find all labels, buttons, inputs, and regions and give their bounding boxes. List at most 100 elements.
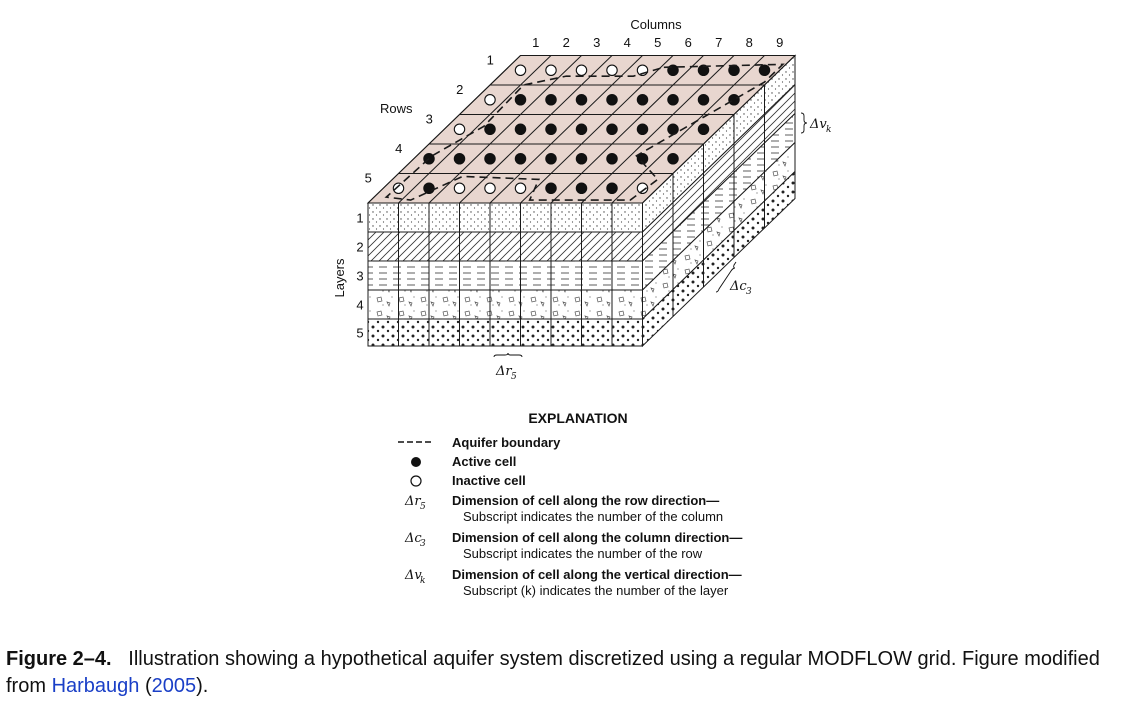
inactive-cell-icon [453,182,466,195]
column-number-label: 3 [593,35,600,50]
layer-numbers: 1 2 3 4 5 [356,211,363,341]
legend-label: Aquifer boundary [452,435,561,450]
active-cell-icon [636,94,649,106]
legend-symbol-subscript: 5 [420,502,426,512]
dim-row-symbol: Δr [495,364,512,379]
active-cell-icon [575,94,588,106]
legend-label: Dimension of cell along the column direc… [452,530,742,545]
top-column-line [642,55,796,204]
caption-end: . [202,675,209,697]
dim-col-symbol: Δc [729,279,747,294]
column-number-label: 8 [746,35,753,50]
legend-detail: Subscript indicates the number of the co… [463,509,723,524]
inactive-cell-icon [575,64,588,77]
top-column-line [459,55,613,204]
legend-symbol: Δv [404,568,422,583]
active-cell-icon [575,153,588,165]
figure-caption: Figure 2–4. Illustration showing a hypot… [6,648,1100,697]
top-column-line [550,55,704,204]
dim-row-subscript: 5 [511,372,517,382]
inactive-cell-icon [484,94,496,106]
column-number-label: 2 [563,35,570,50]
column-number-label: 1 [532,35,539,50]
row-number-label: 5 [365,170,372,185]
legend-item-active-cell: Active cell [411,454,516,469]
legend-symbol: Δc [404,531,422,546]
legend-label: Dimension of cell along the row directio… [452,493,719,508]
active-cell-icon [545,123,557,136]
row-number-label: 3 [426,111,433,126]
inactive-cell-icon [392,182,405,195]
top-column-line [581,55,735,204]
dim-row-annotation: Δr 5 [493,352,523,382]
active-cell-icon [728,64,740,77]
columns-title: Columns [630,17,682,32]
top-column-line [428,55,582,204]
legend-label: Inactive cell [452,473,526,488]
active-cell-icon [667,153,679,165]
column-numbers: 1 2 3 4 5 6 7 8 9 [532,35,783,50]
inactive-cell-icon [484,182,496,195]
active-cell-icon [667,123,679,136]
legend-symbol-subscript: k [420,576,425,586]
legend-item-inactive-cell: Inactive cell [410,473,526,488]
legend-detail: Subscript indicates the number of the ro… [463,546,703,561]
layer-3-clay-front-pattern [368,261,643,290]
explanation: EXPLANATION Aquifer boundary Active cell… [398,410,742,598]
active-cell-icon [514,94,527,106]
top-column-line [367,55,521,204]
layer-5-gravel-side-pattern [642,171,795,346]
active-cell-icon [514,153,527,165]
active-cell-icon [606,94,618,106]
active-cell-icon [423,182,435,195]
active-cell-icon [545,153,557,165]
figure-label: Figure 2–4. [6,648,112,670]
legend-symbol: Δr [404,494,421,509]
inactive-cell-icon [514,182,527,195]
active-cell-icon [575,123,588,136]
column-number-label: 9 [776,35,783,50]
layers-title: Layers [332,258,347,298]
layer-number-label: 3 [356,269,363,284]
layer-4-rock-side-pattern [642,142,795,319]
inactive-cell-icon [453,123,466,136]
active-cell-icon [514,123,527,136]
reference-year-link[interactable]: 2005 [151,675,197,697]
dim-col-annotation: Δc 3 [715,261,752,297]
inactive-cell-icon [545,64,557,77]
legend-label: Active cell [452,454,516,469]
active-cell-icon [606,153,618,165]
layer-1-fine-sand-side-pattern [642,55,795,232]
active-cell-icon [697,94,710,106]
active-cell-icon [606,182,618,195]
legend-item-aquifer-boundary: Aquifer boundary [398,435,561,450]
layer-2-hatched-side-pattern [642,84,795,261]
inactive-cell-icon [636,182,649,195]
layer-number-label: 5 [356,326,363,341]
top-column-line [520,55,674,204]
active-cell-icon [636,123,649,136]
layer-3-clay-side-pattern [642,113,795,290]
dim-vert-symbol: Δv [809,117,827,132]
inactive-cell-icon [606,64,618,77]
rows-title: Rows [380,101,413,116]
layer-2-hatched-front-pattern [368,232,643,261]
active-cell-icon [484,123,496,136]
row-number-label: 4 [395,141,402,156]
active-cell-icon [453,153,466,165]
dim-vert-annotation: Δv k [800,112,831,135]
layer-number-label: 2 [356,240,363,255]
filled-circle-icon [411,457,421,467]
legend-item-dim-vert: Δv k Dimension of cell along the vertica… [404,567,742,598]
top-column-line [489,55,643,204]
layer-5-gravel-front-pattern [368,319,643,346]
layer-number-label: 1 [356,211,363,226]
active-cell-icon [667,94,679,106]
active-cell-icon [606,123,618,136]
row-numbers: 1 2 3 4 5 [365,52,494,185]
column-number-label: 4 [624,35,631,50]
dim-vert-subscript: k [826,125,831,135]
reference-link[interactable]: Harbaugh [51,675,140,697]
open-circle-icon [410,475,422,487]
legend-item-dim-col: Δc 3 Dimension of cell along the column … [404,530,742,561]
